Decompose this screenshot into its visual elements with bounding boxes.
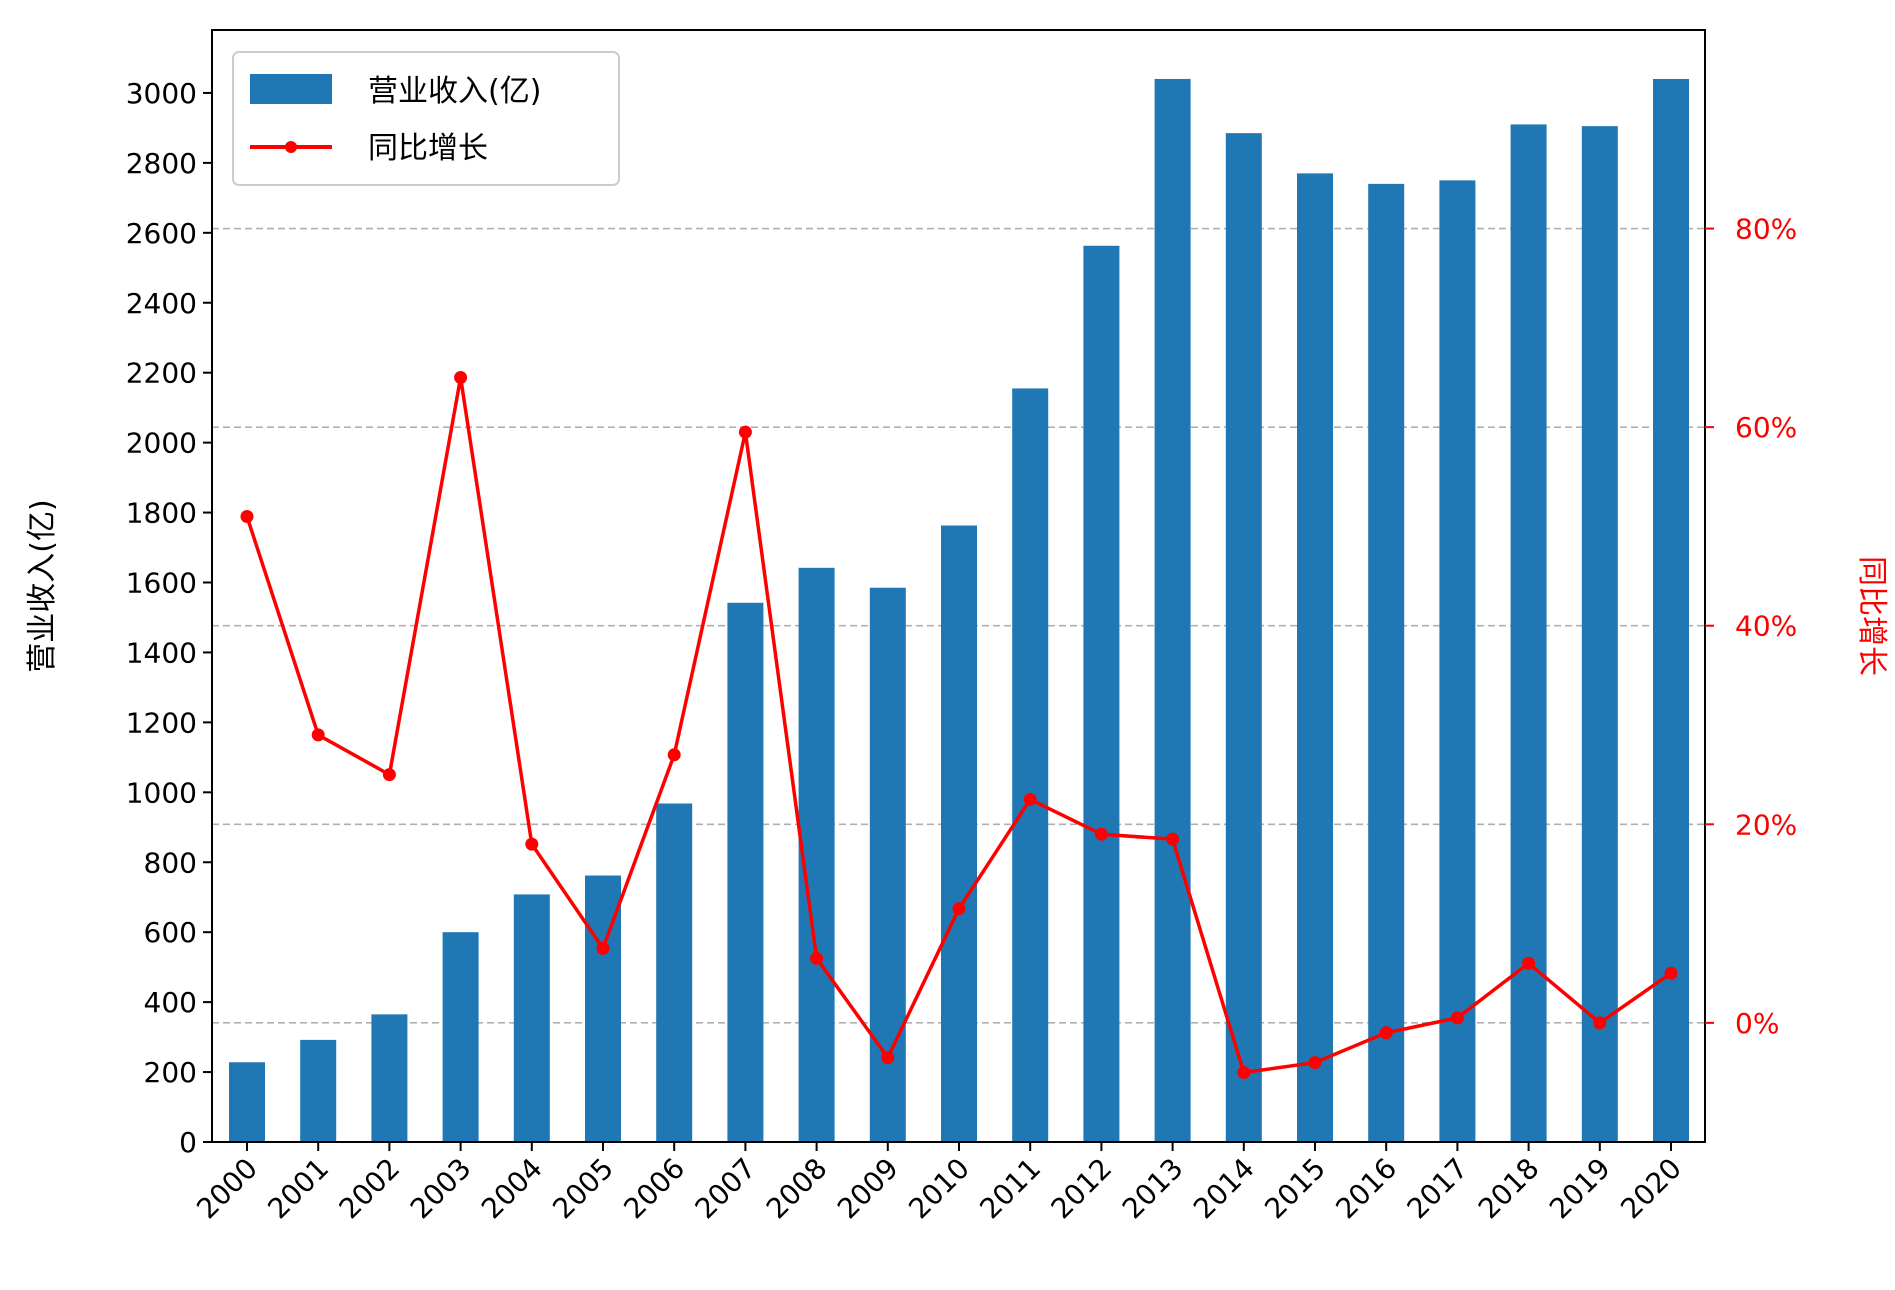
bar <box>941 525 977 1142</box>
legend: 营业收入(亿) 同比增长 <box>232 51 620 186</box>
bar <box>300 1039 337 1142</box>
bar <box>798 567 835 1142</box>
bar <box>1012 388 1049 1142</box>
x-tick-label: 2010 <box>902 1152 976 1226</box>
bar <box>1439 180 1476 1143</box>
x-tick-label: 2001 <box>261 1152 335 1226</box>
y-tick-label: 2000 <box>126 427 197 460</box>
x-tick-label: 2019 <box>1543 1152 1617 1226</box>
x-tick-label: 2004 <box>475 1152 549 1226</box>
growth-point <box>738 425 752 439</box>
bar <box>1154 78 1191 1143</box>
growth-point <box>525 837 539 851</box>
legend-bar-swatch <box>250 74 332 104</box>
growth-point <box>1450 1011 1464 1025</box>
growth-point <box>382 768 396 782</box>
growth-point <box>1166 832 1180 846</box>
bar <box>869 587 906 1142</box>
growth-point <box>1237 1066 1251 1079</box>
y-tick-label: 2400 <box>126 287 197 320</box>
bar <box>1297 173 1333 1142</box>
bar <box>1581 126 1618 1143</box>
y-tick-label: 1600 <box>126 567 197 600</box>
x-tick-label: 2017 <box>1401 1152 1475 1226</box>
x-tick-label: 2005 <box>546 1152 620 1226</box>
legend-line-marker <box>285 141 297 153</box>
growth-point <box>1023 792 1037 806</box>
x-tick-label: 2018 <box>1472 1152 1546 1226</box>
x-tick-label: 2003 <box>404 1152 478 1226</box>
growth-point <box>881 1051 895 1065</box>
x-tick-label: 2011 <box>973 1152 1047 1226</box>
growth-point <box>311 728 325 742</box>
bar <box>442 932 479 1142</box>
x-tick-label: 2002 <box>333 1152 407 1226</box>
bar <box>1368 183 1405 1142</box>
y2-tick-label: 80% <box>1735 213 1797 246</box>
growth-point <box>1593 1016 1607 1030</box>
y2-axis-label: 同比增长 <box>1854 556 1889 676</box>
x-tick-label: 2006 <box>617 1152 691 1226</box>
y-tick-label: 200 <box>144 1056 197 1089</box>
growth-point <box>667 748 681 762</box>
bar-series <box>229 78 1689 1143</box>
bar <box>513 894 550 1142</box>
growth-point <box>454 371 468 384</box>
bar <box>1225 133 1262 1142</box>
growth-point <box>1664 966 1678 980</box>
growth-point <box>810 951 824 965</box>
x-tick-label: 2015 <box>1258 1152 1332 1226</box>
y-tick-label: 600 <box>144 916 197 949</box>
x-tick-label: 2008 <box>760 1152 834 1226</box>
growth-point <box>240 510 254 523</box>
bar <box>656 803 693 1142</box>
x-tick-label: 2013 <box>1116 1152 1190 1226</box>
legend-bar-label: 营业收入(亿) <box>368 74 541 109</box>
y2-tick-label: 40% <box>1735 610 1797 643</box>
x-axis: 2000200120022003200420052006200720082009… <box>190 1142 1688 1225</box>
y-tick-label: 0 <box>179 1126 197 1159</box>
left-axis: 0 200 400 600 800 1000 1200 1400 1600 1800 2000 220… <box>126 77 212 1159</box>
growth-point <box>1522 956 1536 970</box>
y-tick-label: 400 <box>144 986 197 1019</box>
y-tick-label: 3000 <box>126 77 197 110</box>
growth-point <box>1094 827 1108 841</box>
y-tick-label: 1800 <box>126 497 197 530</box>
y2-tick-label: 0% <box>1735 1007 1779 1040</box>
x-tick-label: 2007 <box>689 1152 763 1226</box>
x-tick-label: 2012 <box>1045 1152 1119 1226</box>
x-tick-label: 2016 <box>1329 1152 1403 1226</box>
legend-line-label: 同比增长 <box>368 131 488 166</box>
growth-point <box>952 902 966 916</box>
growth-point <box>1379 1026 1393 1040</box>
y-tick-label: 1000 <box>126 776 197 809</box>
y-tick-label: 800 <box>144 846 197 879</box>
y-tick-label: 2200 <box>126 357 197 390</box>
bar <box>727 602 764 1142</box>
x-tick-label: 2014 <box>1187 1152 1261 1226</box>
right-axis: 0% 20% 40% 60% 80% <box>1705 213 1797 1040</box>
bar <box>229 1062 265 1142</box>
bar <box>1653 78 1689 1143</box>
y-tick-label: 1200 <box>126 706 197 739</box>
bar <box>371 1014 408 1142</box>
y-tick-label: 2800 <box>126 147 197 180</box>
growth-point <box>1308 1056 1322 1070</box>
y-axis-label: 营业收入(亿) <box>25 499 60 672</box>
y2-tick-label: 60% <box>1735 411 1797 444</box>
y-tick-label: 2600 <box>126 217 197 250</box>
line-series <box>240 371 1678 1079</box>
y-tick-label: 1400 <box>126 636 197 669</box>
bar <box>1510 124 1547 1142</box>
y2-tick-label: 20% <box>1735 808 1797 841</box>
growth-point <box>596 941 610 955</box>
x-tick-label: 2000 <box>190 1152 264 1226</box>
bar <box>1083 245 1120 1142</box>
x-tick-label: 2009 <box>831 1152 905 1226</box>
x-tick-label: 2020 <box>1614 1152 1688 1226</box>
